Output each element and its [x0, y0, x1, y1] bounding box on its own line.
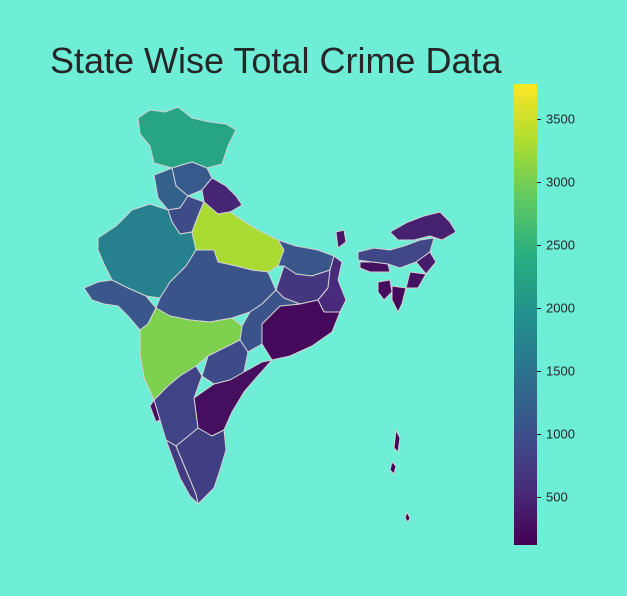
- region-karnataka[interactable]: [153, 365, 203, 447]
- region-arunachal-pradesh[interactable]: [389, 211, 457, 241]
- region-tripura[interactable]: [377, 279, 393, 301]
- colorbar-gradient: [514, 84, 537, 545]
- colorbar-tick-label: 1000: [546, 426, 575, 442]
- map-title: State Wise Total Crime Data: [50, 40, 502, 81]
- region-goa[interactable]: [149, 399, 161, 423]
- region-tamil-nadu[interactable]: [175, 427, 227, 505]
- colorbar-tick-label: 2000: [546, 300, 575, 316]
- colorbar-tick-mark: [537, 182, 541, 184]
- colorbar-tick-mark: [537, 371, 541, 373]
- colorbar-tick-mark: [537, 434, 541, 436]
- colorbar-tick-mark: [537, 245, 541, 247]
- state-regions: [83, 106, 457, 523]
- region-sikkim[interactable]: [335, 229, 347, 249]
- colorbar-tick-mark: [537, 119, 541, 121]
- colorbar-tick-label: 2500: [546, 237, 575, 253]
- region-manipur[interactable]: [405, 271, 427, 289]
- colorbar-tick-label: 3000: [546, 174, 575, 190]
- colorbar-tick-mark: [537, 308, 541, 310]
- region-nagaland[interactable]: [415, 251, 437, 275]
- colorbar-tick-label: 500: [546, 489, 568, 505]
- colorbar-tick-label: 3500: [546, 111, 575, 127]
- region-meghalaya[interactable]: [359, 261, 391, 273]
- region-andaman-nicobar[interactable]: [389, 429, 411, 523]
- colorbar-tick-mark: [537, 497, 541, 499]
- region-mizoram[interactable]: [391, 285, 407, 313]
- colorbar-tick-label: 1500: [546, 363, 575, 379]
- region-jammu-kashmir[interactable]: [137, 106, 237, 169]
- colorbar: [514, 84, 537, 545]
